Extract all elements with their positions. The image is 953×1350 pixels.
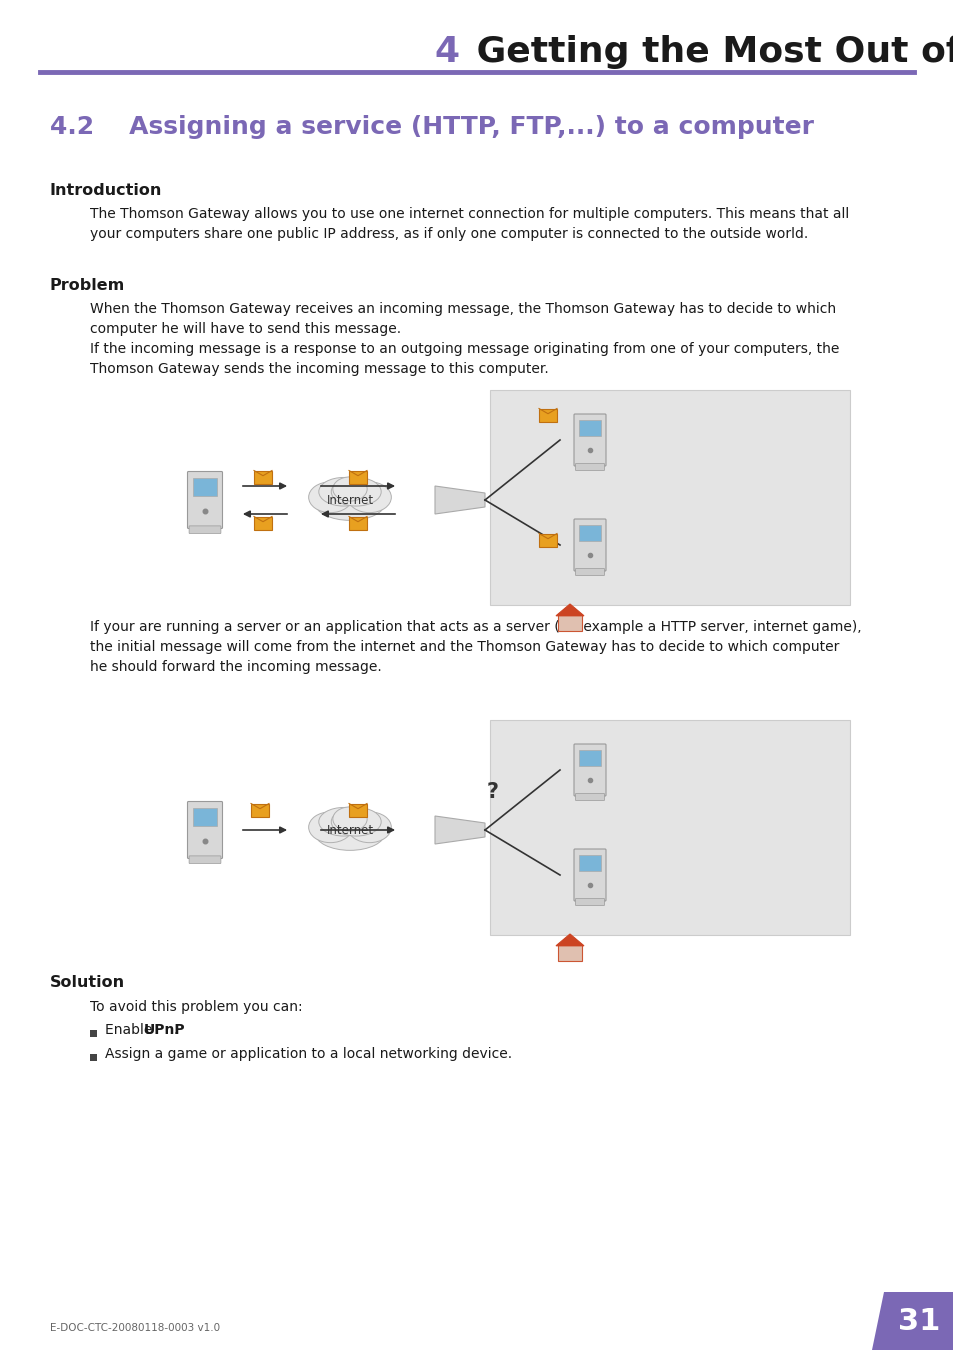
FancyBboxPatch shape xyxy=(490,720,849,936)
FancyBboxPatch shape xyxy=(558,945,581,961)
FancyBboxPatch shape xyxy=(490,390,849,605)
Polygon shape xyxy=(435,486,484,514)
Text: When the Thomson Gateway receives an incoming message, the Thomson Gateway has t: When the Thomson Gateway receives an inc… xyxy=(90,302,835,336)
Ellipse shape xyxy=(314,485,385,520)
FancyBboxPatch shape xyxy=(538,409,557,421)
FancyBboxPatch shape xyxy=(574,518,605,571)
Text: UPnP: UPnP xyxy=(144,1023,186,1037)
FancyBboxPatch shape xyxy=(349,803,367,817)
FancyBboxPatch shape xyxy=(189,856,221,864)
Text: E-DOC-CTC-20080118-0003 v1.0: E-DOC-CTC-20080118-0003 v1.0 xyxy=(50,1323,220,1332)
Ellipse shape xyxy=(331,478,381,506)
Text: Enable: Enable xyxy=(105,1023,156,1037)
FancyBboxPatch shape xyxy=(188,471,222,528)
Polygon shape xyxy=(556,934,583,946)
FancyBboxPatch shape xyxy=(189,526,221,533)
FancyBboxPatch shape xyxy=(193,478,217,495)
FancyBboxPatch shape xyxy=(575,794,604,801)
Ellipse shape xyxy=(309,482,352,513)
Ellipse shape xyxy=(314,815,385,850)
FancyBboxPatch shape xyxy=(349,517,367,529)
Polygon shape xyxy=(556,603,583,616)
FancyBboxPatch shape xyxy=(90,1054,97,1061)
FancyBboxPatch shape xyxy=(575,568,604,575)
FancyBboxPatch shape xyxy=(575,899,604,906)
Polygon shape xyxy=(435,815,484,844)
FancyBboxPatch shape xyxy=(575,463,604,471)
FancyBboxPatch shape xyxy=(253,471,272,483)
Text: Problem: Problem xyxy=(50,278,125,293)
Ellipse shape xyxy=(347,811,391,842)
FancyBboxPatch shape xyxy=(90,1030,97,1037)
Text: Solution: Solution xyxy=(50,975,125,990)
Ellipse shape xyxy=(347,482,391,513)
Text: If your are running a server or an application that acts as a server (for exampl: If your are running a server or an appli… xyxy=(90,620,861,674)
Ellipse shape xyxy=(331,807,381,836)
FancyBboxPatch shape xyxy=(578,855,600,871)
Text: The Thomson Gateway allows you to use one internet connection for multiple compu: The Thomson Gateway allows you to use on… xyxy=(90,207,848,242)
Text: Internet: Internet xyxy=(326,824,374,837)
FancyBboxPatch shape xyxy=(574,744,605,796)
FancyBboxPatch shape xyxy=(578,751,600,765)
Text: 4.2    Assigning a service (HTTP, FTP,...) to a computer: 4.2 Assigning a service (HTTP, FTP,...) … xyxy=(50,115,813,139)
Ellipse shape xyxy=(333,807,367,832)
FancyBboxPatch shape xyxy=(188,802,222,859)
FancyBboxPatch shape xyxy=(253,517,272,529)
FancyBboxPatch shape xyxy=(251,803,269,817)
Text: Introduction: Introduction xyxy=(50,184,162,198)
FancyBboxPatch shape xyxy=(558,616,581,630)
Ellipse shape xyxy=(318,478,368,506)
Text: To avoid this problem you can:: To avoid this problem you can: xyxy=(90,1000,302,1014)
Text: If the incoming message is a response to an outgoing message originating from on: If the incoming message is a response to… xyxy=(90,342,839,377)
FancyBboxPatch shape xyxy=(349,471,367,483)
FancyBboxPatch shape xyxy=(578,525,600,541)
FancyBboxPatch shape xyxy=(574,849,605,900)
Text: Internet: Internet xyxy=(326,494,374,506)
Text: 4: 4 xyxy=(435,35,459,69)
Text: 31: 31 xyxy=(897,1307,940,1335)
FancyBboxPatch shape xyxy=(538,533,557,547)
FancyBboxPatch shape xyxy=(574,414,605,466)
Text: .: . xyxy=(173,1023,178,1037)
Ellipse shape xyxy=(309,811,352,842)
Ellipse shape xyxy=(318,807,368,836)
Text: Assign a game or application to a local networking device.: Assign a game or application to a local … xyxy=(105,1048,512,1061)
FancyBboxPatch shape xyxy=(578,420,600,436)
FancyBboxPatch shape xyxy=(193,809,217,826)
Text: ?: ? xyxy=(486,782,498,802)
Polygon shape xyxy=(871,1292,953,1350)
Ellipse shape xyxy=(333,477,367,501)
Text: Getting the Most Out of Your Thomson Gateway: Getting the Most Out of Your Thomson Gat… xyxy=(463,35,953,69)
